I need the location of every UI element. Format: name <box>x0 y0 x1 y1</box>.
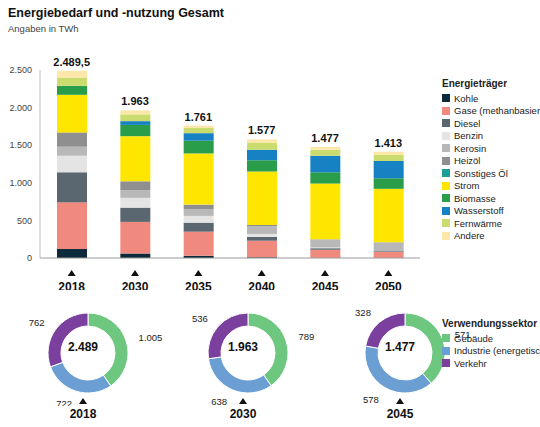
svg-text:762: 762 <box>29 317 45 328</box>
html-text:1.477: 1.477 <box>385 340 415 354</box>
html-text:Kohle: Kohle <box>454 92 479 104</box>
svg-text:1.000: 1.000 <box>9 178 32 188</box>
svg-text:500: 500 <box>17 216 32 226</box>
svg-text:2.000: 2.000 <box>9 103 32 113</box>
svg-text:1.577: 1.577 <box>248 124 276 136</box>
svg-text:2030: 2030 <box>122 280 149 290</box>
html-text:Angaben in TWh: Angaben in TWh <box>8 23 79 34</box>
svg-text:722: 722 <box>56 398 72 406</box>
html-text:Energieträger: Energieträger <box>442 78 507 89</box>
svg-text:2030: 2030 <box>230 407 257 421</box>
svg-text:2.489,5: 2.489,5 <box>53 56 90 68</box>
html-text:1.963: 1.963 <box>228 340 258 354</box>
html-text:Verwendungssektor: Verwendungssektor <box>442 318 537 329</box>
html-text:Kerosin: Kerosin <box>454 142 487 154</box>
svg-text:1.761: 1.761 <box>185 111 213 123</box>
svg-text:1.477: 1.477 <box>311 132 339 144</box>
svg-text:578: 578 <box>363 394 379 405</box>
html-text:Strom: Strom <box>454 180 480 192</box>
html-text:Gebäude: Gebäude <box>454 332 494 344</box>
svg-text:2045: 2045 <box>312 280 339 290</box>
svg-text:2040: 2040 <box>248 280 275 290</box>
html-text:Andere: Andere <box>454 230 485 242</box>
html-text:Verkehr: Verkehr <box>454 357 487 369</box>
svg-text:328: 328 <box>355 307 371 318</box>
svg-text:2018: 2018 <box>58 280 85 290</box>
html-text:Sonstiges Öl: Sonstiges Öl <box>454 167 508 179</box>
svg-text:638: 638 <box>211 396 227 406</box>
svg-text:536: 536 <box>192 313 208 324</box>
svg-text:2018: 2018 <box>70 407 97 421</box>
svg-text:2050: 2050 <box>375 280 402 290</box>
svg-text:2045: 2045 <box>387 407 414 421</box>
html-text:Diesel: Diesel <box>454 117 481 129</box>
svg-text:1.963: 1.963 <box>121 95 149 107</box>
html-text:Fernwärme: Fernwärme <box>454 217 502 229</box>
svg-text:1.500: 1.500 <box>9 140 32 150</box>
html-text:Energiebedarf und -nutzung Ges: Energiebedarf und -nutzung Gesamt <box>8 6 224 20</box>
svg-text:2.500: 2.500 <box>9 65 32 75</box>
html-text:2.489: 2.489 <box>68 340 98 354</box>
svg-text:2035: 2035 <box>185 280 212 290</box>
svg-text:1.005: 1.005 <box>139 332 163 343</box>
html-text:Benzin: Benzin <box>454 130 484 142</box>
html-text:Heizöl: Heizöl <box>454 155 481 167</box>
svg-text:789: 789 <box>299 331 315 342</box>
svg-text:1.413: 1.413 <box>375 137 403 149</box>
html-text:Biomasse: Biomasse <box>454 192 496 204</box>
html-text:Wasserstoff: Wasserstoff <box>454 205 504 217</box>
svg-text:0: 0 <box>27 253 32 263</box>
